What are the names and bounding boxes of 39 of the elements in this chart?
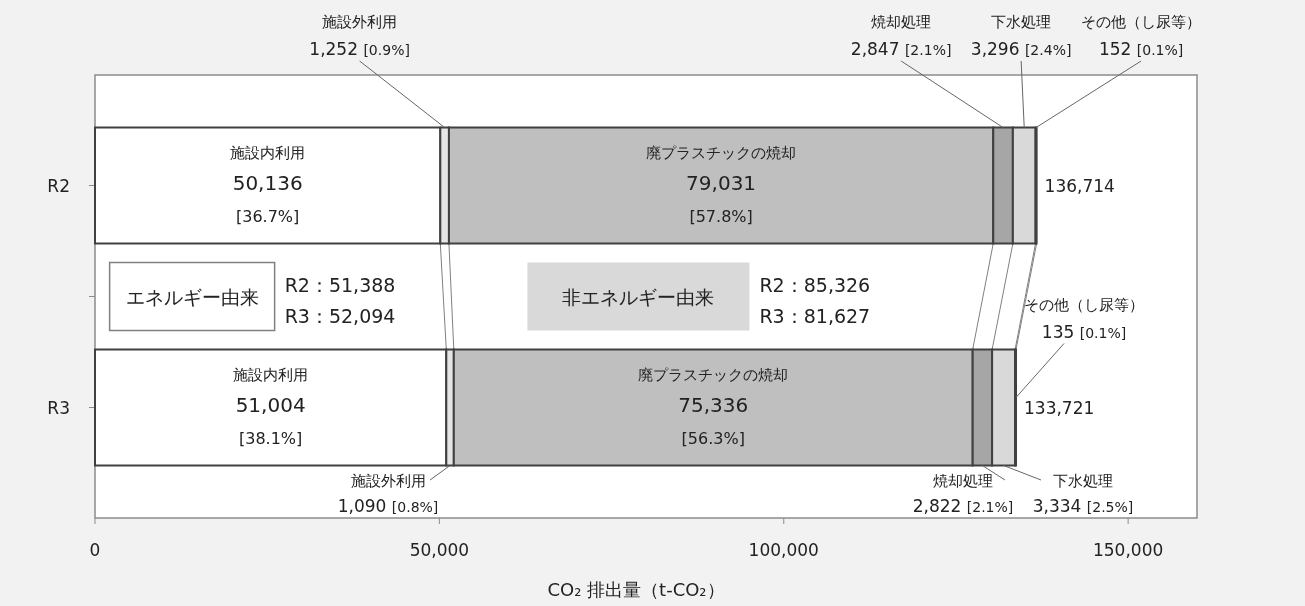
annotation: R3：81,627 bbox=[759, 304, 871, 327]
series-label: 焼却処理 bbox=[932, 472, 993, 490]
text: その他（し尿等） bbox=[1024, 295, 1144, 314]
data-label: 2,847 [2.1%] bbox=[850, 39, 952, 59]
annotation: R2：51,388 bbox=[284, 273, 396, 296]
data-label: 50,136 [36.7%] bbox=[232, 170, 303, 226]
data-label: 3,334 [2.5%] bbox=[1032, 496, 1134, 516]
data-label: 79,031 [57.8%] bbox=[686, 170, 757, 226]
data-label: 152 [0.1%] bbox=[1098, 39, 1184, 59]
x-tick-label: 50,000 bbox=[409, 540, 470, 560]
x-axis-title: CO₂ 排出量（t-CO₂） bbox=[547, 579, 725, 600]
annotation: 非エネルギー由来 bbox=[562, 285, 715, 308]
data-label: 1,252 [0.9%] bbox=[309, 39, 410, 59]
total-label: 136,714 bbox=[1044, 175, 1115, 196]
data-label: 75,336 [56.3%] bbox=[678, 392, 749, 448]
series-label: 施設内利用 bbox=[230, 143, 306, 162]
x-tick-label: 100,000 bbox=[748, 540, 819, 560]
data-label: 3,296 [2.4%] bbox=[970, 39, 1072, 59]
text: 下水処理 bbox=[991, 13, 1052, 31]
series-label: 施設外利用 bbox=[350, 472, 426, 490]
text: 施設内利用 bbox=[233, 365, 309, 384]
total-label: 133,721 bbox=[1024, 397, 1095, 418]
data-label: 1,090 [0.8%] bbox=[337, 496, 439, 516]
y-tick-label: R2 bbox=[47, 175, 70, 196]
x-tick-label: 150,000 bbox=[1092, 540, 1164, 560]
data-label: 51,004 [38.1%] bbox=[235, 392, 306, 448]
text: 焼却処理 bbox=[871, 13, 932, 31]
text: 廃プラスチックの焼却 bbox=[638, 365, 789, 384]
annotation: R2：85,326 bbox=[759, 273, 871, 296]
y-tick-label: R3 bbox=[47, 397, 70, 418]
text: 下水処理 bbox=[1052, 472, 1113, 490]
x-tick-label: 0 bbox=[89, 540, 101, 560]
annotation: エネルギー由来 bbox=[125, 285, 259, 308]
series-label: 廃プラスチックの焼却 bbox=[646, 143, 797, 162]
data-label: 2,822 [2.1%] bbox=[912, 496, 1014, 516]
text: 施設外利用 bbox=[322, 13, 398, 31]
annotation: R3：52,094 bbox=[284, 304, 396, 327]
text: その他（し尿等） bbox=[1081, 13, 1202, 31]
data-label: 135 [0.1%] bbox=[1041, 321, 1127, 342]
